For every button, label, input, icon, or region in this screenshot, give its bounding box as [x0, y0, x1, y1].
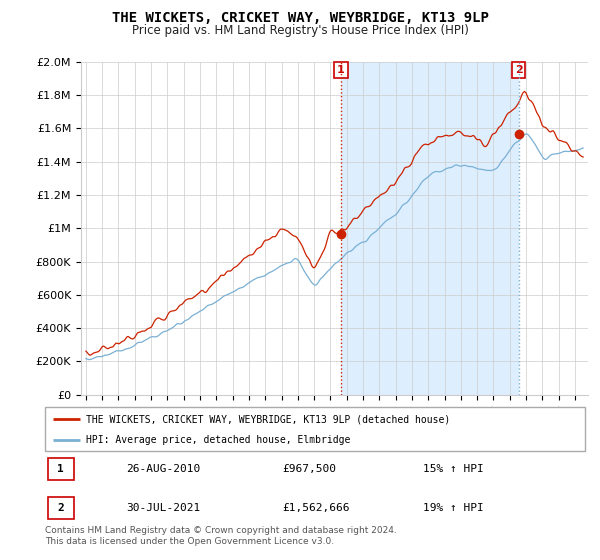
FancyBboxPatch shape: [48, 497, 74, 520]
Text: 1: 1: [337, 65, 345, 75]
FancyBboxPatch shape: [45, 407, 585, 451]
Text: 1: 1: [57, 464, 64, 474]
Text: 30-JUL-2021: 30-JUL-2021: [126, 503, 200, 513]
Text: 2: 2: [57, 503, 64, 513]
Text: 26-AUG-2010: 26-AUG-2010: [126, 464, 200, 474]
Text: Contains HM Land Registry data © Crown copyright and database right 2024.
This d: Contains HM Land Registry data © Crown c…: [45, 526, 397, 546]
Text: HPI: Average price, detached house, Elmbridge: HPI: Average price, detached house, Elmb…: [86, 435, 350, 445]
Text: £1,562,666: £1,562,666: [283, 503, 350, 513]
Text: 19% ↑ HPI: 19% ↑ HPI: [423, 503, 484, 513]
Text: THE WICKETS, CRICKET WAY, WEYBRIDGE, KT13 9LP (detached house): THE WICKETS, CRICKET WAY, WEYBRIDGE, KT1…: [86, 414, 450, 424]
Text: 2: 2: [515, 65, 523, 75]
Text: Price paid vs. HM Land Registry's House Price Index (HPI): Price paid vs. HM Land Registry's House …: [131, 24, 469, 36]
Bar: [341, 62, 518, 395]
FancyBboxPatch shape: [48, 458, 74, 480]
Text: 15% ↑ HPI: 15% ↑ HPI: [423, 464, 484, 474]
Text: £967,500: £967,500: [283, 464, 337, 474]
Text: THE WICKETS, CRICKET WAY, WEYBRIDGE, KT13 9LP: THE WICKETS, CRICKET WAY, WEYBRIDGE, KT1…: [112, 11, 488, 25]
